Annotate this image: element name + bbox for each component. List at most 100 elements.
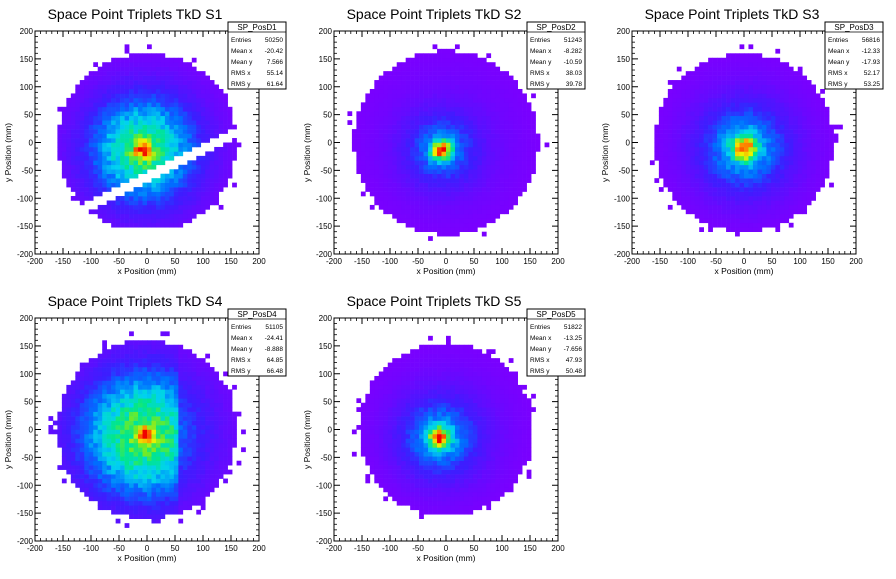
heatmap-cell — [134, 461, 139, 466]
heatmap-cell — [102, 443, 107, 448]
heatmap-cell — [527, 107, 532, 112]
heatmap-cell — [798, 174, 803, 179]
heatmap-cell — [196, 98, 201, 103]
heatmap-cell — [446, 67, 451, 72]
heatmap-cell — [793, 98, 798, 103]
heatmap-cell — [784, 151, 789, 156]
heatmap-cell — [183, 147, 188, 152]
heatmap-cell — [401, 138, 406, 143]
heatmap-cell — [125, 209, 130, 214]
heatmap-cell — [178, 138, 183, 143]
heatmap-cell — [116, 67, 121, 72]
heatmap-cell — [75, 138, 80, 143]
heatmap-cell — [762, 169, 767, 174]
heatmap-cell — [89, 80, 94, 85]
heatmap-cell — [401, 125, 406, 130]
heatmap-cell — [816, 134, 821, 139]
heatmap-cell — [107, 93, 112, 98]
heatmap-cell — [116, 443, 121, 448]
heatmap-cell — [446, 227, 451, 232]
heatmap-cell — [663, 138, 668, 143]
heatmap-cell — [771, 80, 776, 85]
heatmap-cell — [178, 62, 183, 67]
heatmap-cell — [143, 205, 148, 210]
y-tick-label: 0 — [328, 139, 333, 148]
heatmap-cell — [370, 151, 375, 156]
heatmap-cell — [762, 214, 767, 219]
heatmap-cell — [504, 120, 509, 125]
heatmap-cell — [695, 147, 700, 152]
heatmap-cell — [834, 125, 839, 130]
heatmap-cell — [374, 107, 379, 112]
heatmap-cell — [717, 192, 722, 197]
heatmap-cell — [455, 165, 460, 170]
heatmap-cell — [762, 98, 767, 103]
heatmap-cell — [784, 67, 789, 72]
stats-row-label: RMS y — [828, 81, 848, 88]
heatmap-cell — [798, 120, 803, 125]
heatmap-cell — [129, 174, 134, 179]
heatmap-cell — [740, 200, 745, 205]
heatmap-cell — [178, 214, 183, 219]
heatmap-cell — [459, 187, 464, 192]
heatmap-cell — [410, 120, 415, 125]
heatmap-cell — [107, 165, 112, 170]
heatmap-cell — [410, 138, 415, 143]
heatmap-cell — [722, 67, 727, 72]
heatmap-cell — [84, 465, 89, 470]
heatmap-cell — [80, 120, 85, 125]
heatmap-cell — [450, 80, 455, 85]
heatmap-cell — [459, 89, 464, 94]
heatmap-cell — [793, 85, 798, 90]
heatmap-cell — [726, 76, 731, 81]
heatmap-cell — [120, 151, 125, 156]
heatmap-cell — [668, 134, 673, 139]
heatmap-cell — [681, 134, 686, 139]
heatmap-cell — [753, 160, 758, 165]
heatmap-cell — [62, 134, 67, 139]
heatmap-cell — [187, 71, 192, 76]
heatmap-cell — [464, 147, 469, 152]
heatmap-cell — [816, 147, 821, 152]
heatmap-cell — [125, 160, 130, 165]
heatmap-cell — [84, 196, 89, 201]
heatmap-cell — [459, 71, 464, 76]
heatmap-cell — [784, 71, 789, 76]
heatmap-cell — [771, 218, 776, 223]
heatmap-cell — [708, 111, 713, 116]
heatmap-cell — [120, 89, 125, 94]
heatmap-cell — [374, 120, 379, 125]
heatmap-cell — [156, 98, 161, 103]
heatmap-cell — [89, 358, 94, 363]
heatmap-cell — [169, 107, 174, 112]
heatmap-cell — [419, 165, 424, 170]
heatmap-cell — [111, 223, 116, 228]
heatmap-cell — [406, 138, 411, 143]
heatmap-cell — [681, 138, 686, 143]
heatmap-cell — [89, 156, 94, 161]
heatmap-cell — [491, 111, 496, 116]
heatmap-cell — [66, 134, 71, 139]
heatmap-cell — [442, 76, 447, 81]
heatmap-cell — [174, 67, 179, 72]
heatmap-cell — [129, 456, 134, 461]
heatmap-cell — [717, 107, 722, 112]
heatmap-cell — [735, 98, 740, 103]
heatmap-cell — [717, 138, 722, 143]
heatmap-cell — [468, 160, 473, 165]
heatmap-cell — [807, 93, 812, 98]
heatmap-cell — [744, 85, 749, 90]
heatmap-cell — [120, 394, 125, 399]
heatmap-cell — [192, 174, 197, 179]
heatmap-cell — [174, 80, 179, 85]
heatmap-cell — [406, 151, 411, 156]
heatmap-cell — [71, 187, 76, 192]
heatmap-cell — [500, 209, 505, 214]
heatmap-cell — [468, 165, 473, 170]
heatmap-cell — [820, 169, 825, 174]
heatmap-cell — [433, 125, 438, 130]
heatmap-cell — [704, 71, 709, 76]
heatmap-cell — [816, 138, 821, 143]
heatmap-cell — [744, 102, 749, 107]
heatmap-cell — [500, 156, 505, 161]
